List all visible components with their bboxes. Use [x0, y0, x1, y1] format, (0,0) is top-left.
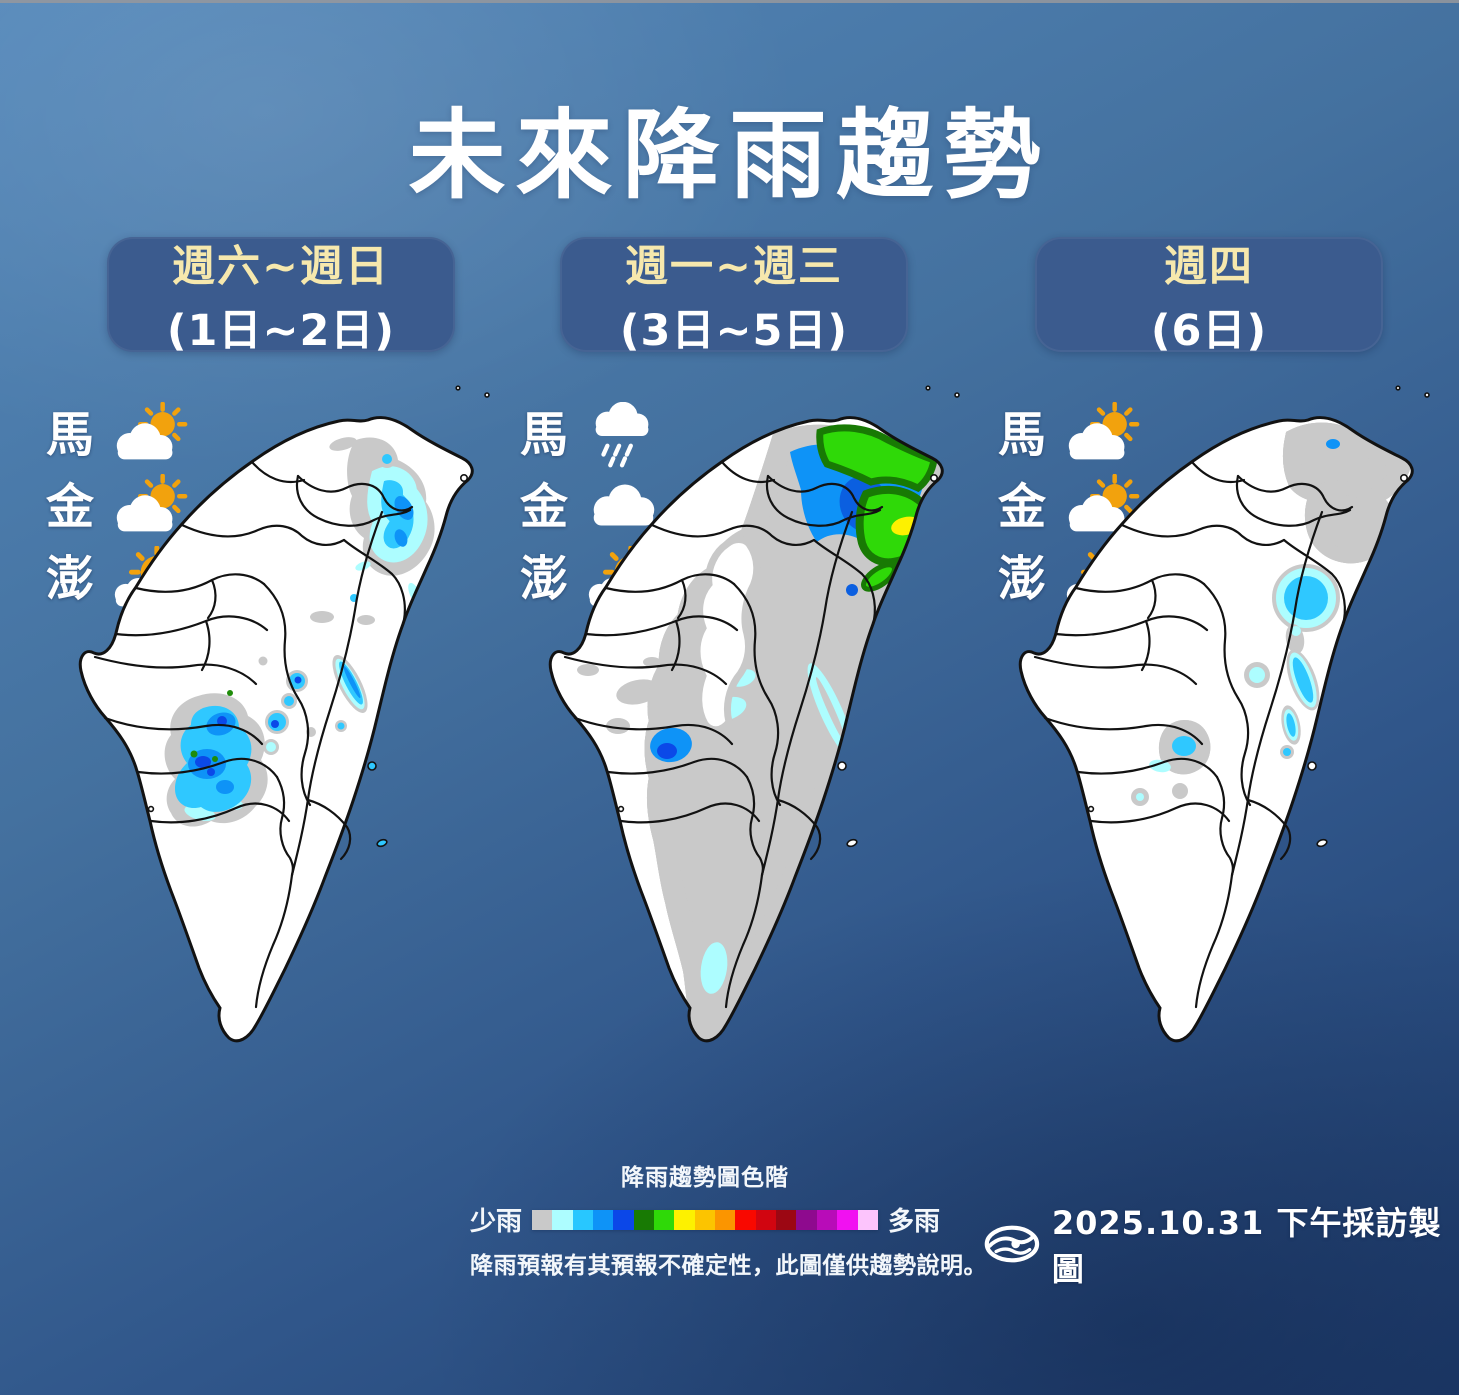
- legend-color-swatch: [735, 1209, 756, 1230]
- legend-color-swatch: [816, 1209, 838, 1230]
- legend-color-swatch: [633, 1209, 655, 1230]
- legend-disclaimer: 降雨預報有其預報不確定性，此圖僅供趨勢說明。: [470, 1253, 987, 1279]
- page-title: 未來降雨趨勢: [408, 99, 1051, 212]
- period-label: 週一~週三: [624, 241, 844, 292]
- legend-color-swatch: [552, 1209, 573, 1230]
- period-pill-mon-wed: 週一~週三 (3日~5日): [560, 237, 908, 356]
- region-weather-kinmen: 金: [46, 474, 190, 540]
- period-label: 週六~週日: [171, 241, 391, 292]
- legend-color-swatch: [572, 1209, 594, 1230]
- offshore-islets: [1307, 761, 1328, 848]
- offshore-islets: [367, 761, 388, 848]
- taiwan-rain-map-thu: [1018, 385, 1430, 1043]
- legend-color-swatch: [796, 1209, 817, 1230]
- legend-color-swatch: [613, 1209, 634, 1230]
- legend-color-swatch: [857, 1209, 878, 1230]
- region-label: 澎: [520, 551, 569, 607]
- cwa-logo-icon: [984, 1225, 1040, 1263]
- period-pill-weekend: 週六~週日 (1日~2日): [107, 237, 455, 356]
- region-weather-penghu: 澎: [998, 546, 1142, 612]
- legend-color-swatch: [837, 1209, 858, 1230]
- region-label: 澎: [46, 551, 95, 607]
- taiwan-rain-map-weekend: [78, 385, 490, 1043]
- region-weather-penghu: 澎: [520, 546, 664, 612]
- region-label: 馬: [520, 407, 569, 463]
- period-label: 週四: [1164, 241, 1254, 292]
- legend-color-swatch: [776, 1209, 797, 1230]
- region-weather-kinmen: 金: [998, 474, 1142, 540]
- region-label: 金: [998, 479, 1047, 535]
- legend-color-swatch: [654, 1209, 675, 1230]
- image-top-border: [0, 0, 1459, 3]
- region-label: 澎: [998, 551, 1047, 607]
- taiwan-rain-map-mon-wed: [548, 385, 960, 1043]
- region-weather-matsu: 馬: [998, 402, 1142, 468]
- legend-color-swatch: [674, 1209, 695, 1230]
- region-weather-matsu: 馬: [46, 402, 190, 468]
- legend-title: 降雨趨勢圖色階: [621, 1165, 789, 1191]
- region-label: 馬: [46, 407, 95, 463]
- legend-color-swatch: [694, 1209, 716, 1230]
- legend-color-swatch: [715, 1209, 736, 1230]
- legend-color-swatch: [755, 1209, 777, 1230]
- rain-legend: 降雨趨勢圖色階 少雨 多雨 降雨預報有其預報不確定性，此圖僅供趨勢說明。: [470, 1158, 987, 1280]
- region-weather-kinmen: 金: [520, 474, 664, 540]
- period-dates: (6日): [1150, 305, 1268, 356]
- region-label: 馬: [998, 407, 1047, 463]
- footer: 2025.10.31 下午採訪製圖: [984, 1198, 1459, 1290]
- legend-color-swatch: [593, 1209, 614, 1230]
- region-weather-matsu: 馬: [520, 402, 664, 468]
- period-dates: (3日~5日): [619, 305, 849, 356]
- period-dates: (1日~2日): [166, 305, 396, 356]
- period-pill-thu: 週四 (6日): [1035, 237, 1383, 356]
- offshore-islets: [837, 761, 858, 848]
- date-caption: 2025.10.31 下午採訪製圖: [1051, 1204, 1442, 1288]
- region-weather-penghu: 澎: [46, 546, 190, 612]
- legend-color-swatch: [532, 1209, 553, 1230]
- legend-label-less-rain: 少雨: [470, 1207, 523, 1237]
- legend-color-bar: [532, 1209, 878, 1230]
- region-label: 金: [520, 479, 569, 535]
- region-label: 金: [46, 479, 95, 535]
- legend-label-more-rain: 多雨: [887, 1207, 940, 1237]
